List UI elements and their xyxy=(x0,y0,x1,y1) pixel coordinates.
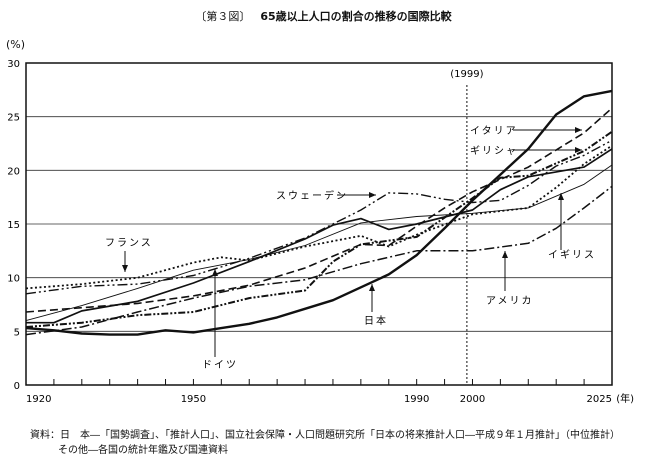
y-tick-label: 5 xyxy=(14,327,20,338)
plot-frame xyxy=(25,62,613,386)
series-label-イギリス: イギリス xyxy=(548,249,596,261)
reference-line-label: (1999) xyxy=(450,69,483,80)
source-line-2: その他―各国の統計年鑑及び国連資料 xyxy=(58,445,228,456)
series-label-ギリシャ: ギリシャ xyxy=(470,145,518,157)
x-tick-label: 1920 xyxy=(26,394,51,405)
figure-number: 〔第３図〕 xyxy=(195,10,251,23)
y-tick-label: 10 xyxy=(7,274,20,285)
series-label-ドイツ: ドイツ xyxy=(202,360,238,371)
series-line-イギリス xyxy=(25,164,613,322)
series-label-フランス: フランス xyxy=(105,237,153,249)
series-line-フランス xyxy=(25,144,613,290)
series-line-スウェーデン xyxy=(25,139,613,295)
x-axis-unit: (年) xyxy=(616,392,634,405)
y-tick-label: 25 xyxy=(7,113,20,124)
y-tick-label: 30 xyxy=(7,59,20,70)
series-label-アメリカ: アメリカ xyxy=(486,295,534,307)
series-line-イタリア xyxy=(25,107,613,313)
series-label-イタリア: イタリア xyxy=(470,125,518,137)
y-tick-label: 20 xyxy=(7,166,20,177)
series-line-日本 xyxy=(25,89,613,336)
source-line-1: 資料：日 本―「国勢調査」、「推計人口」、国立社会保障・人口問題研究所「日本の将… xyxy=(30,430,620,441)
source-note: 資料：日 本―「国勢調査」、「推計人口」、国立社会保障・人口問題研究所「日本の将… xyxy=(30,428,620,458)
y-axis-unit: (%) xyxy=(6,38,26,51)
title-text: 65歳以上人口の割合の推移の国際比較 xyxy=(260,10,452,23)
series-label-スウェーデン: スウェーデン xyxy=(276,189,348,202)
x-tick-label: 2025 xyxy=(587,394,612,405)
y-tick-label: 15 xyxy=(7,220,20,231)
x-tick-label: 1950 xyxy=(181,394,206,405)
chart-title: 〔第３図〕 65歳以上人口の割合の推移の国際比較 xyxy=(0,8,647,24)
series-label-日本: 日本 xyxy=(364,314,388,327)
series-line-ドイツ xyxy=(26,148,613,324)
series-line-アメリカ xyxy=(25,185,613,336)
series-line-ギリシャ xyxy=(25,130,613,328)
y-tick-label: 0 xyxy=(14,381,20,392)
x-tick-label: 2000 xyxy=(460,394,485,405)
x-tick-label: 1990 xyxy=(404,394,429,405)
